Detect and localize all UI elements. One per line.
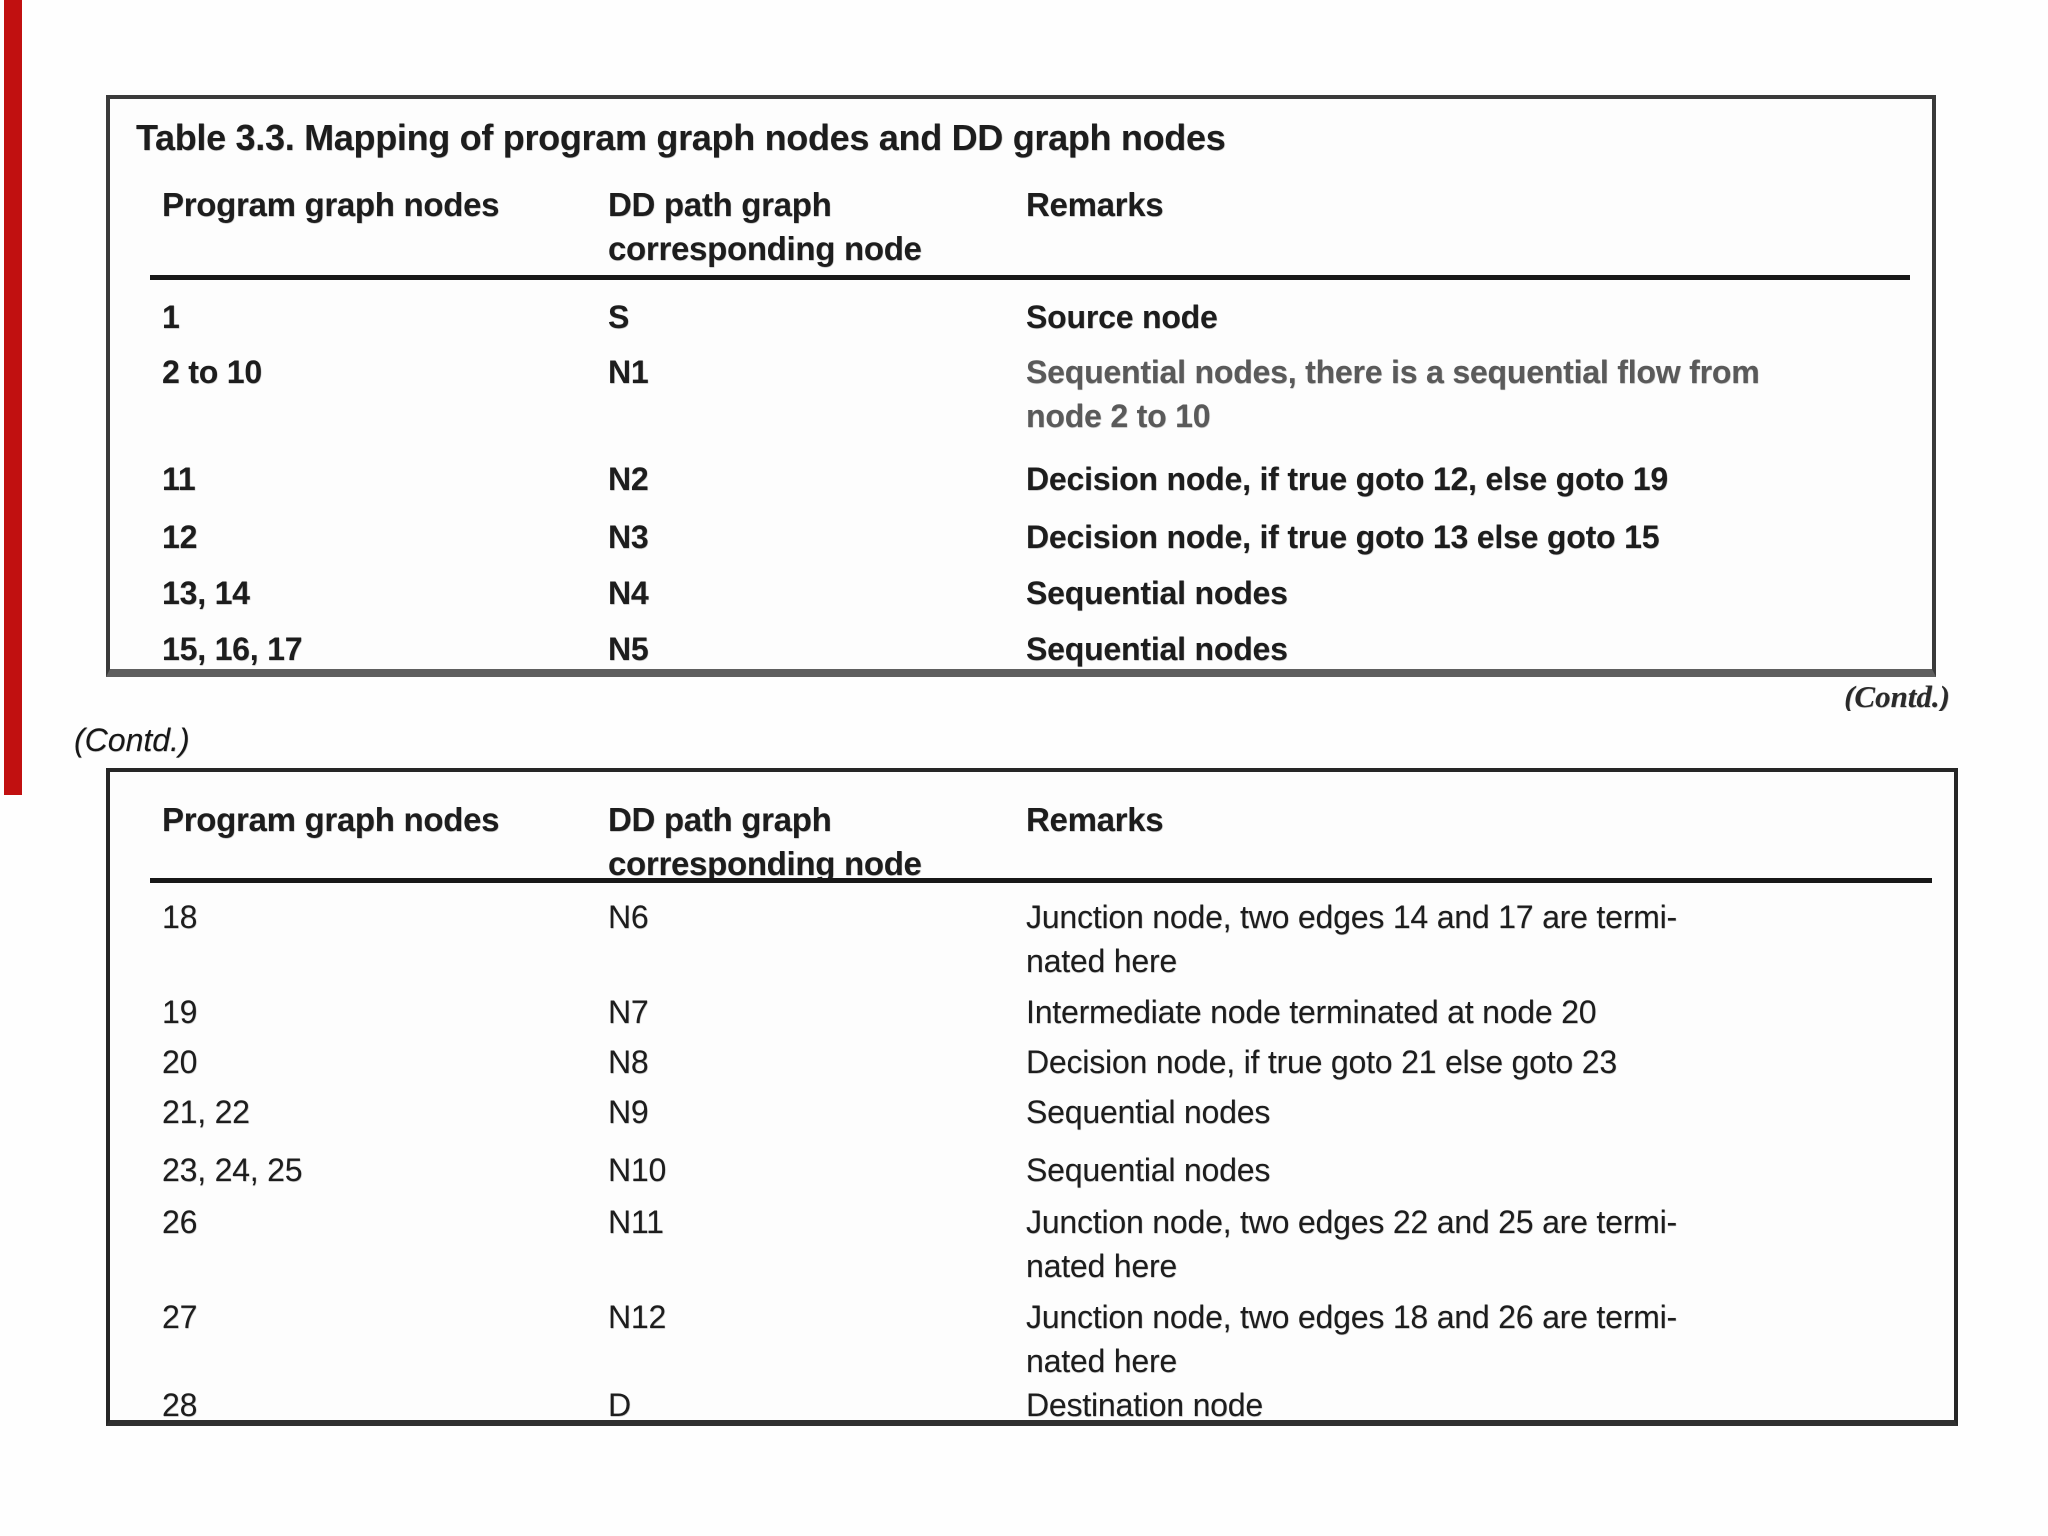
table-title: Table 3.3. Mapping of program graph node… (136, 117, 1226, 158)
cell-dd-node: N6 (608, 899, 649, 935)
cell-remarks: Junction node, two edges 22 and 25 are t… (1026, 1200, 1928, 1288)
remarks-line: Sequential nodes, there is a sequential … (1026, 354, 1760, 390)
cell-remarks: Decision node, if true goto 13 else goto… (1026, 519, 1660, 555)
cell-program: 28 (162, 1387, 198, 1423)
cell-program: 13, 14 (162, 575, 250, 611)
remarks-line: nated here (1026, 1343, 1178, 1379)
column-header-dd-line2: corresponding node (608, 230, 922, 267)
remarks-line: node 2 to 10 (1026, 398, 1211, 434)
column-header-dd-line2: corresponding node (608, 845, 922, 882)
cell-remarks: Junction node, two edges 14 and 17 are t… (1026, 895, 1928, 983)
cell-dd-node: N8 (608, 1044, 649, 1080)
table-3-3-part2: Program graph nodes DD path graph corres… (106, 768, 1958, 1426)
cell-dd-node: N5 (608, 631, 649, 667)
cell-remarks: Source node (1026, 299, 1218, 335)
remarks-line: nated here (1026, 1248, 1178, 1284)
contd-label: (Contd.) (74, 722, 190, 758)
column-header-program-graph-nodes: Program graph nodes (162, 186, 500, 223)
column-header-remarks: Remarks (1026, 801, 1164, 838)
cell-program: 11 (162, 461, 196, 497)
cell-dd-node: N3 (608, 519, 649, 555)
cell-dd-node: N2 (608, 461, 649, 497)
table-row: 15, 16, 17 N5 Sequential nodes (162, 627, 1906, 669)
table-row: 28 D Destination node (162, 1383, 1928, 1423)
cell-dd-node: S (608, 299, 630, 335)
cell-remarks: Decision node, if true goto 21 else goto… (1026, 1044, 1617, 1080)
remarks-line: Junction node, two edges 18 and 26 are t… (1026, 1299, 1677, 1335)
cell-remarks: Sequential nodes (1026, 1152, 1271, 1188)
table-row: 26 N11 Junction node, two edges 22 and 2… (162, 1200, 1928, 1288)
cell-program: 19 (162, 994, 198, 1030)
table-row: 18 N6 Junction node, two edges 14 and 17… (162, 895, 1928, 983)
cell-dd-node: N4 (608, 575, 649, 611)
remarks-line: Junction node, two edges 14 and 17 are t… (1026, 899, 1677, 935)
column-header-dd-line1: DD path graph (608, 186, 832, 223)
cell-remarks: Destination node (1026, 1387, 1263, 1423)
table-row: 11 N2 Decision node, if true goto 12, el… (162, 457, 1906, 501)
table-row: 13, 14 N4 Sequential nodes (162, 571, 1906, 615)
cell-program: 1 (162, 299, 180, 335)
cell-dd-node: N11 (608, 1204, 664, 1240)
cell-dd-node: D (608, 1387, 631, 1423)
cell-remarks: Sequential nodes (1026, 1094, 1271, 1130)
table-row: 2 to 10 N1 Sequential nodes, there is a … (162, 350, 1906, 438)
remarks-line: Junction node, two edges 22 and 25 are t… (1026, 1204, 1677, 1240)
cell-program: 20 (162, 1044, 198, 1080)
contd-note-clipped: (Contd.) (1844, 679, 1950, 711)
cell-dd-node: N9 (608, 1094, 649, 1130)
remarks-line: nated here (1026, 943, 1178, 979)
cell-dd-node: N12 (608, 1299, 667, 1335)
cell-program: 18 (162, 899, 198, 935)
header-rule (150, 275, 1910, 280)
cell-remarks: Intermediate node terminated at node 20 (1026, 994, 1597, 1030)
cell-program: 23, 24, 25 (162, 1152, 303, 1188)
table-row: 27 N12 Junction node, two edges 18 and 2… (162, 1295, 1928, 1383)
cell-program: 21, 22 (162, 1094, 250, 1130)
table-row: 12 N3 Decision node, if true goto 13 els… (162, 515, 1906, 559)
cell-program: 26 (162, 1204, 198, 1240)
cell-program: 12 (162, 519, 198, 555)
column-header-remarks: Remarks (1026, 186, 1164, 223)
table-row: 1 S Source node (162, 295, 1906, 339)
cell-remarks: Sequential nodes (1026, 631, 1288, 667)
scan-red-strip-artifact (4, 0, 22, 795)
table-row: 21, 22 N9 Sequential nodes (162, 1090, 1928, 1134)
cell-program: 15, 16, 17 (162, 631, 303, 667)
header-rule (150, 878, 1932, 883)
cell-program: 27 (162, 1299, 198, 1335)
cell-remarks: Junction node, two edges 18 and 26 are t… (1026, 1295, 1928, 1383)
column-header-dd-path-graph: DD path graph corresponding node (608, 798, 922, 886)
table-3-3-part1: Table 3.3. Mapping of program graph node… (106, 95, 1936, 677)
column-header-dd-line1: DD path graph (608, 801, 832, 838)
table-row: 23, 24, 25 N10 Sequential nodes (162, 1148, 1928, 1192)
cell-remarks: Sequential nodes, there is a sequential … (1026, 350, 1906, 438)
column-header-dd-path-graph: DD path graph corresponding node (608, 183, 922, 271)
cell-program: 2 to 10 (162, 354, 262, 390)
table-row: 19 N7 Intermediate node terminated at no… (162, 990, 1928, 1034)
cell-remarks: Sequential nodes (1026, 575, 1288, 611)
column-header-program-graph-nodes: Program graph nodes (162, 801, 500, 838)
cell-dd-node: N1 (608, 354, 649, 390)
cell-dd-node: N10 (608, 1152, 667, 1188)
cell-dd-node: N7 (608, 994, 649, 1030)
cell-remarks: Decision node, if true goto 12, else got… (1026, 461, 1668, 497)
table-row: 20 N8 Decision node, if true goto 21 els… (162, 1040, 1928, 1084)
